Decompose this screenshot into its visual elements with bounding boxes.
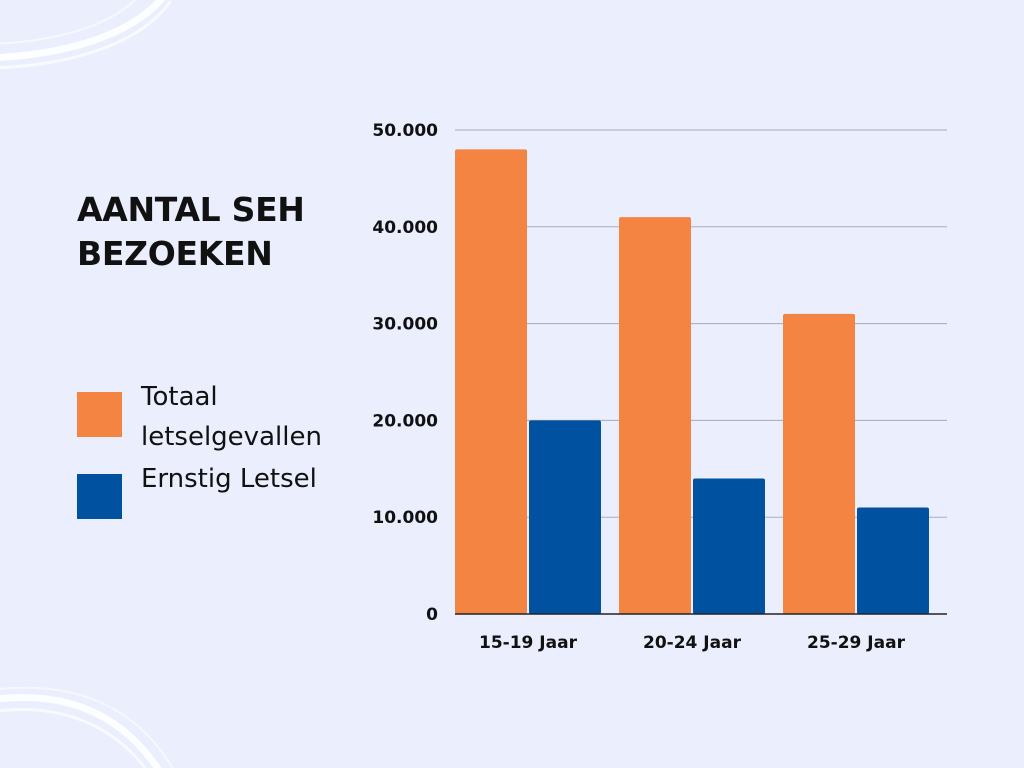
bar — [619, 217, 691, 614]
bar — [455, 149, 527, 615]
y-tick-label: 20.000 — [372, 411, 438, 431]
bar — [857, 507, 929, 614]
y-tick-label: 10.000 — [372, 508, 438, 528]
x-tick-label: 20-24 Jaar — [643, 633, 742, 653]
legend-label: Totaal letselgevallen — [141, 382, 322, 452]
legend-swatch-orange — [77, 392, 122, 437]
bar — [693, 478, 765, 614]
legend-label: Ernstig Letsel — [141, 464, 317, 494]
y-tick-label: 50.000 — [372, 121, 438, 141]
bar — [529, 420, 601, 614]
bar — [783, 313, 855, 614]
y-tick-label: 0 — [426, 605, 438, 625]
y-tick-label: 40.000 — [372, 218, 438, 238]
chart-title: AANTAL SEH BEZOEKEN — [77, 190, 305, 273]
x-tick-label: 15-19 Jaar — [479, 633, 578, 653]
legend-swatch-blue — [77, 474, 122, 519]
y-tick-label: 30.000 — [372, 315, 438, 335]
x-tick-label: 25-29 Jaar — [807, 633, 906, 653]
